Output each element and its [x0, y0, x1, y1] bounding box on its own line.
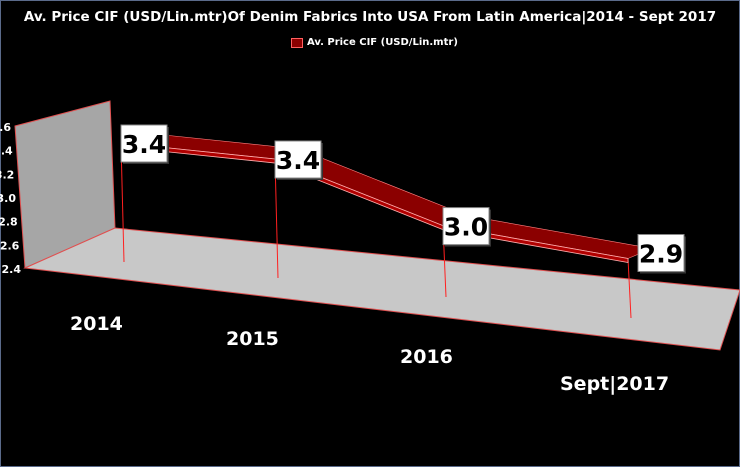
data-label-box: [274, 140, 322, 179]
y-tick-label: 3.2: [0, 168, 14, 181]
x-tick-label: 2015: [226, 328, 279, 350]
drop-line: [274, 158, 279, 279]
y-tick-label: 2.8: [0, 216, 18, 229]
drop-line: [627, 258, 632, 319]
drop-line: [120, 142, 125, 263]
data-label: 3.0: [444, 213, 488, 242]
y-tick-label: 3.0: [0, 192, 16, 205]
x-tick-label: 2014: [70, 313, 123, 335]
legend: Av. Price CIF (USD/Lin.mtr): [291, 37, 458, 48]
data-label: 3.4: [276, 146, 320, 175]
legend-label: Av. Price CIF (USD/Lin.mtr): [307, 37, 458, 48]
floor: [23, 227, 740, 351]
data-label: 2.9: [639, 240, 683, 269]
legend-swatch: [291, 37, 303, 48]
y-tick-label: 2.6: [0, 239, 20, 252]
y-tick-label: 3.4: [0, 145, 13, 158]
y-tick-label: 2.4: [2, 263, 22, 276]
data-label: 3.4: [122, 130, 166, 159]
data-label-box: [637, 234, 685, 272]
chart-title: Av. Price CIF (USD/Lin.mtr)Of Denim Fabr…: [23, 9, 717, 25]
data-label-box: [442, 207, 490, 246]
x-tick-label: Sept|2017: [560, 373, 669, 395]
x-tick-label: 2016: [400, 346, 453, 368]
data-label-box: [120, 124, 168, 163]
y-tick-label: 3.6: [0, 121, 11, 134]
